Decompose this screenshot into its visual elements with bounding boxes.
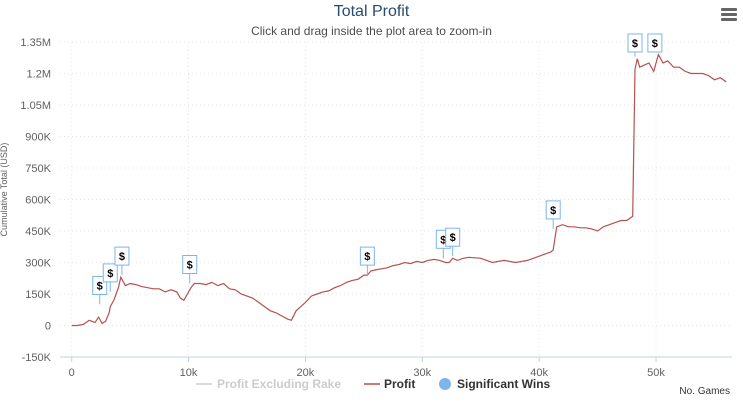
win-flag-label: $ xyxy=(119,251,125,263)
y-tick-label: 300K xyxy=(25,258,51,270)
win-flag-box xyxy=(545,200,561,220)
win-flag-box xyxy=(102,263,118,283)
y-tick-label: 1.05M xyxy=(20,100,51,112)
x-tick-label: 30k xyxy=(413,367,431,379)
chart-subtitle: Click and drag inside the plot area to z… xyxy=(251,24,492,38)
y-tick-label: 1.2M xyxy=(27,69,51,81)
legend-symbol-significant-wins xyxy=(439,378,451,390)
profit-line xyxy=(71,53,727,327)
win-flag-label: $ xyxy=(550,205,556,217)
x-tick-label: 20k xyxy=(297,367,315,379)
win-flag-box xyxy=(647,33,663,53)
win-flag-label: $ xyxy=(652,38,658,50)
win-flag-label: $ xyxy=(450,232,456,244)
y-tick-label: 0 xyxy=(45,321,51,333)
win-flag-label: $ xyxy=(364,251,370,263)
y-tick-label: 1.35M xyxy=(20,37,51,49)
win-flag-label: $ xyxy=(107,268,113,280)
win-flag-label: $ xyxy=(632,38,638,50)
legend-item-significant-wins[interactable]: Significant Wins xyxy=(457,377,551,391)
win-flag-box xyxy=(114,246,130,266)
x-tick-label: 50k xyxy=(647,367,665,379)
x-tick-label: 10k xyxy=(180,367,198,379)
y-tick-label: 600K xyxy=(25,195,51,207)
x-tick-label: 0 xyxy=(69,367,75,379)
win-flag-label: $ xyxy=(187,260,193,272)
y-tick-label: 750K xyxy=(25,163,51,175)
win-flag-box xyxy=(182,255,198,274)
hamburger-menu-icon[interactable] xyxy=(721,8,737,22)
y-tick-label: 900K xyxy=(25,132,51,144)
win-flag-box xyxy=(627,33,643,53)
legend-item-profit-excluding-rake[interactable]: Profit Excluding Rake xyxy=(217,377,341,391)
x-axis-title: No. Games xyxy=(679,386,730,397)
x-tick-label: 40k xyxy=(530,367,548,379)
win-flag-label: $ xyxy=(97,281,103,293)
win-flag-label: $ xyxy=(440,234,446,246)
win-flag-box xyxy=(445,227,461,247)
legend-item-profit[interactable]: Profit xyxy=(384,377,415,391)
y-tick-label: -150K xyxy=(22,352,52,364)
y-axis-title: Cumulative Total (USD) xyxy=(0,143,9,237)
win-flag-box xyxy=(359,246,375,266)
chart-title: Total Profit xyxy=(333,3,410,20)
y-tick-label: 450K xyxy=(25,226,51,238)
y-tick-label: 150K xyxy=(25,289,51,301)
